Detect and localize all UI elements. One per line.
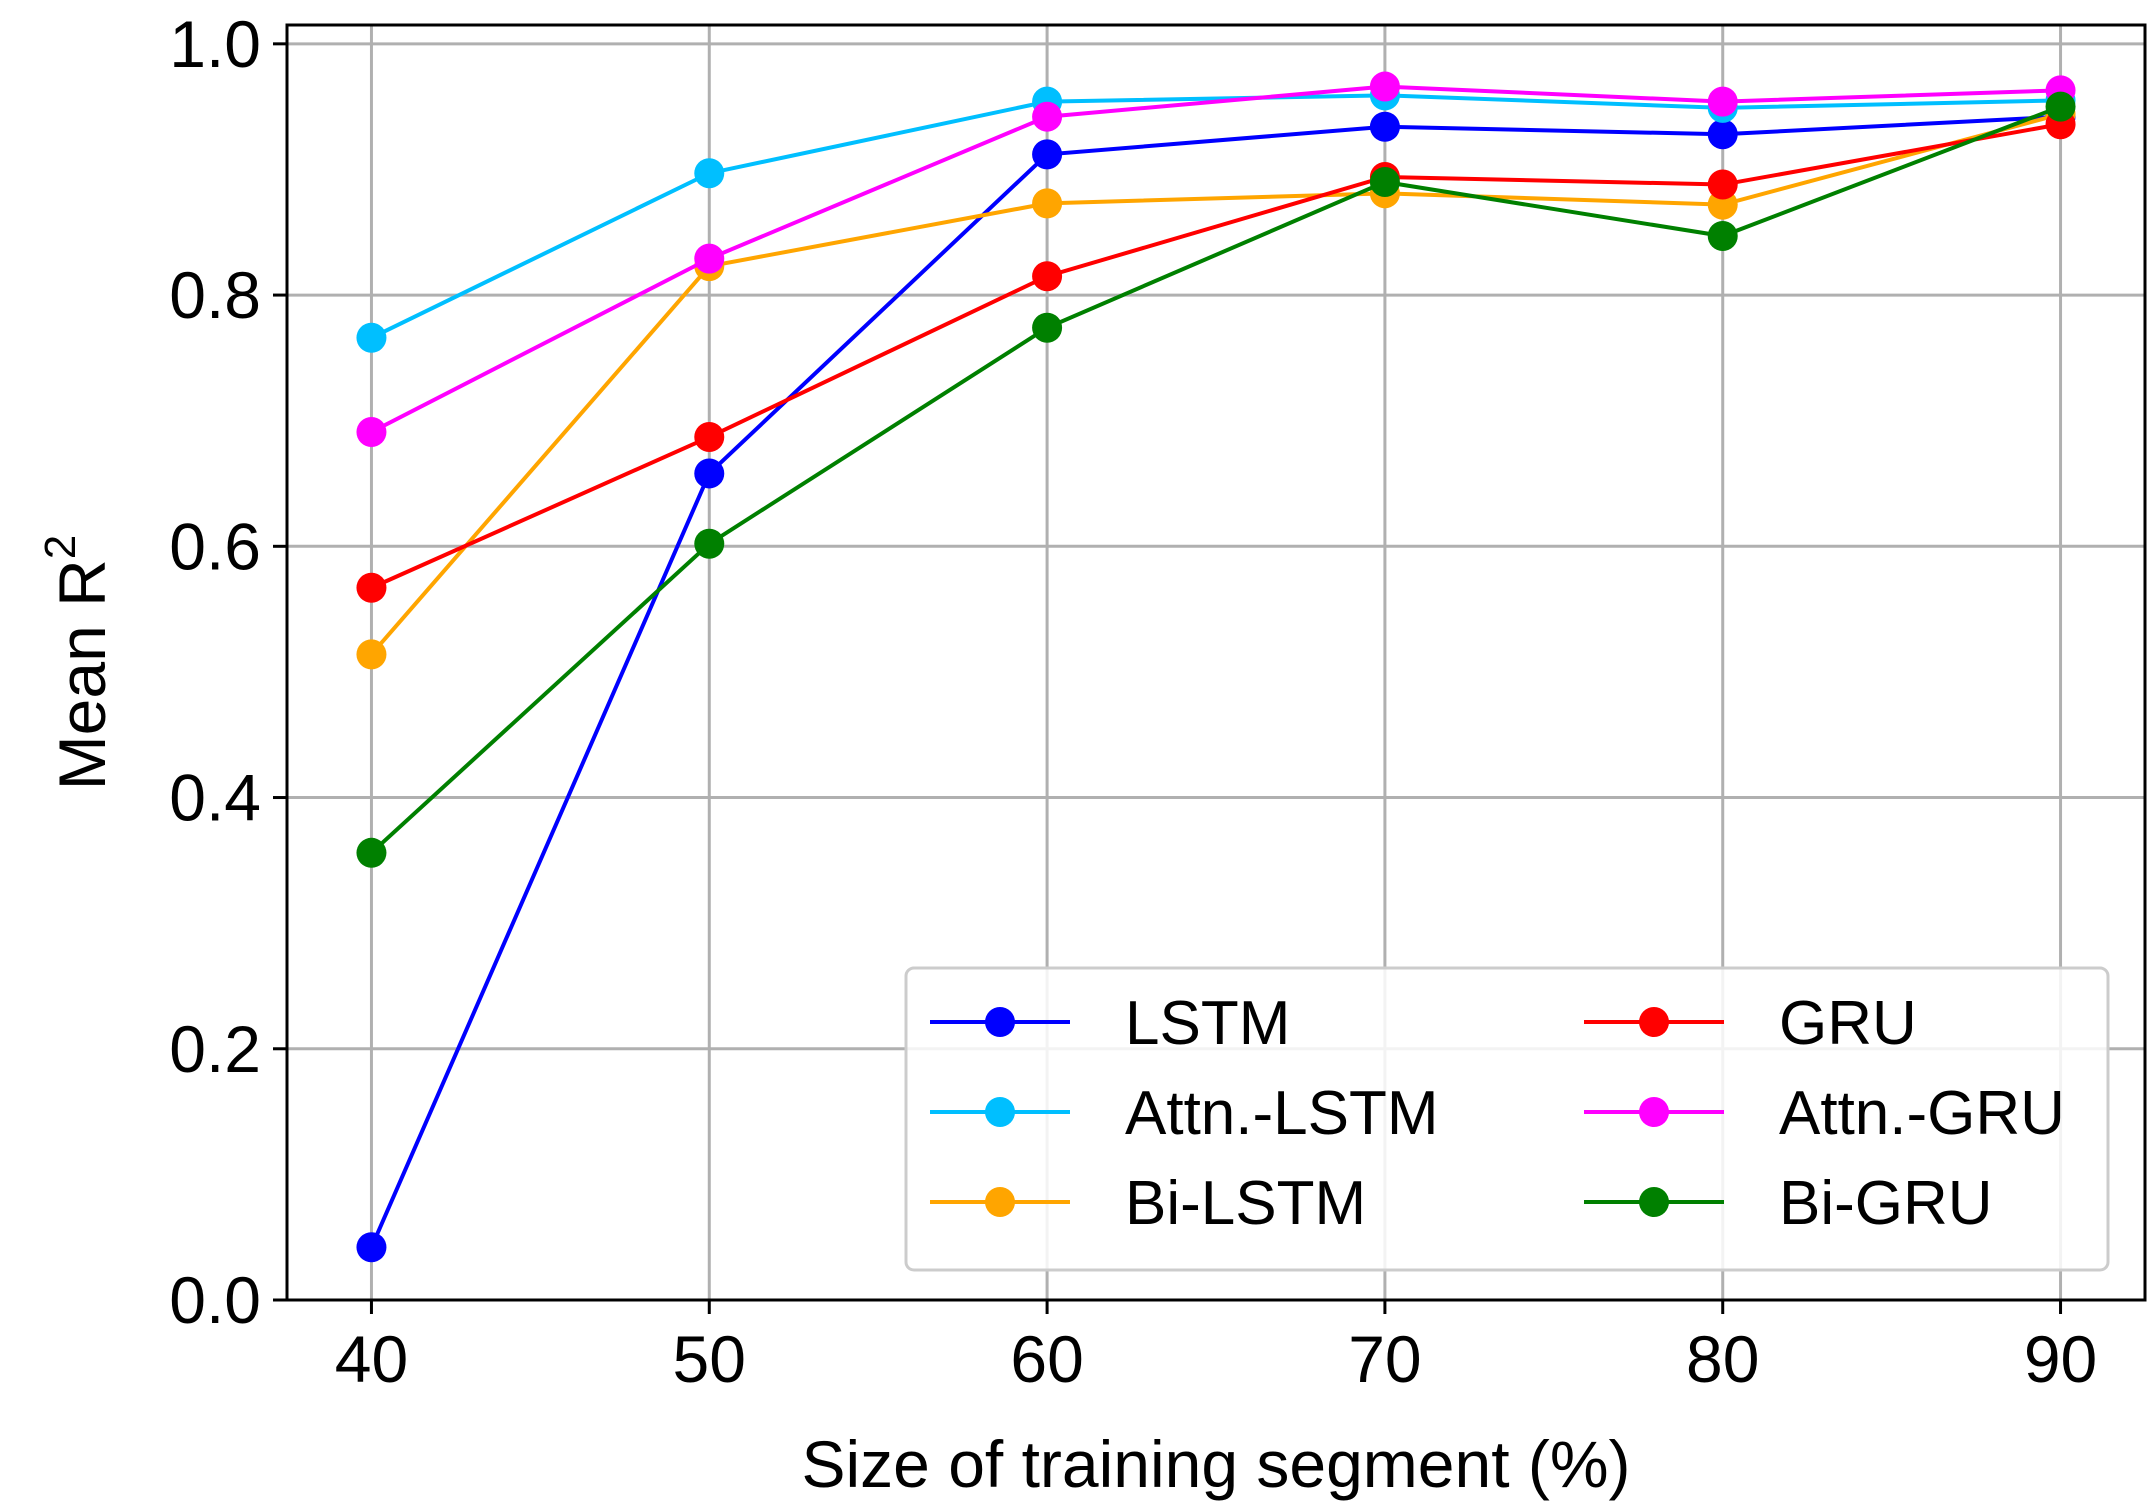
series-layer bbox=[356, 71, 2076, 1263]
x-axis-label: Size of training segment (%) bbox=[801, 1427, 1630, 1501]
series-line bbox=[370, 104, 2062, 855]
legend-label: Bi-GRU bbox=[1779, 1169, 1993, 1238]
legend-item: Attn.-GRU bbox=[1584, 1079, 2065, 1148]
axis-ticks: 40 50 60 70 80 90 0.0 0.2 0.4 0.6 0.8 1.0 bbox=[169, 7, 2097, 1396]
y-tick-label: 0.0 bbox=[169, 1263, 261, 1337]
data-point bbox=[694, 158, 725, 189]
data-point bbox=[356, 639, 387, 670]
data-point bbox=[1032, 261, 1063, 292]
legend-item: Bi-GRU bbox=[1584, 1169, 1993, 1238]
series-gru bbox=[356, 109, 2076, 603]
series-line bbox=[369, 112, 2062, 656]
data-point bbox=[356, 416, 387, 447]
series-attn-lstm bbox=[356, 80, 2076, 353]
y-axis-label-superscript: 2 bbox=[36, 535, 85, 559]
series-bi-lstm bbox=[356, 99, 2076, 670]
data-point bbox=[1369, 111, 1400, 142]
data-point bbox=[1032, 312, 1063, 343]
data-point bbox=[356, 572, 387, 603]
y-axis-label-text: Mean R bbox=[45, 559, 119, 790]
data-point bbox=[694, 528, 725, 559]
series-line bbox=[369, 114, 2061, 1249]
data-point bbox=[356, 1232, 387, 1263]
data-point bbox=[694, 458, 725, 489]
legend-box bbox=[904, 966, 2110, 1272]
y-tick-label: 0.2 bbox=[169, 1012, 261, 1086]
x-tick-label: 90 bbox=[2024, 1322, 2097, 1396]
y-tick-label: 0.4 bbox=[169, 761, 261, 835]
series-attn-gru bbox=[356, 71, 2076, 447]
x-tick-label: 80 bbox=[1686, 1322, 1759, 1396]
series-line bbox=[370, 84, 2061, 434]
plot-frame bbox=[285, 23, 2147, 1302]
y-axis-label-group: Mean R2 bbox=[36, 535, 119, 791]
legend-label: Attn.-LSTM bbox=[1125, 1079, 1439, 1148]
legend-item: Bi-LSTM bbox=[930, 1169, 1366, 1238]
y-tick-label: 0.8 bbox=[169, 258, 261, 332]
legend-item: LSTM bbox=[930, 989, 1290, 1058]
series-line bbox=[370, 93, 2061, 340]
legend-marker bbox=[985, 1007, 1015, 1037]
legend-marker bbox=[1639, 1097, 1669, 1127]
legend-marker bbox=[1639, 1187, 1669, 1217]
series-bi-gru bbox=[356, 91, 2076, 868]
x-tick-label: 60 bbox=[1010, 1322, 1083, 1396]
legend-marker bbox=[1639, 1007, 1669, 1037]
legend-label: Bi-LSTM bbox=[1125, 1169, 1366, 1238]
legend-label: Attn.-GRU bbox=[1779, 1079, 2065, 1148]
data-point bbox=[2045, 91, 2076, 122]
legend-marker bbox=[985, 1097, 1015, 1127]
data-point bbox=[1032, 139, 1063, 170]
legend: LSTM Attn.-LSTM Bi-LSTM GRU Attn.-GRU Bi-GRU bbox=[904, 966, 2110, 1272]
data-point bbox=[1369, 167, 1400, 198]
y-tick-label: 1.0 bbox=[169, 7, 261, 81]
data-point bbox=[1032, 101, 1063, 132]
data-point bbox=[1707, 169, 1738, 200]
data-point bbox=[356, 322, 387, 353]
data-point bbox=[1032, 188, 1063, 219]
legend-item: GRU bbox=[1584, 989, 1917, 1058]
x-tick-label: 70 bbox=[1348, 1322, 1421, 1396]
legend-label: GRU bbox=[1779, 989, 1917, 1058]
x-tick-label: 50 bbox=[673, 1322, 746, 1396]
data-point bbox=[356, 837, 387, 868]
legend-marker bbox=[985, 1187, 1015, 1217]
series-line bbox=[370, 122, 2061, 590]
legend-item: Attn.-LSTM bbox=[930, 1079, 1439, 1148]
y-axis-label: Mean R2 bbox=[36, 535, 119, 791]
legend-label: LSTM bbox=[1125, 989, 1290, 1058]
y-tick-label: 0.6 bbox=[169, 509, 261, 583]
data-point bbox=[1707, 221, 1738, 252]
data-point bbox=[1369, 71, 1400, 102]
x-tick-label: 40 bbox=[335, 1322, 408, 1396]
data-point bbox=[694, 243, 725, 274]
data-point bbox=[1707, 86, 1738, 117]
data-point bbox=[694, 422, 725, 453]
data-point bbox=[1707, 119, 1738, 150]
